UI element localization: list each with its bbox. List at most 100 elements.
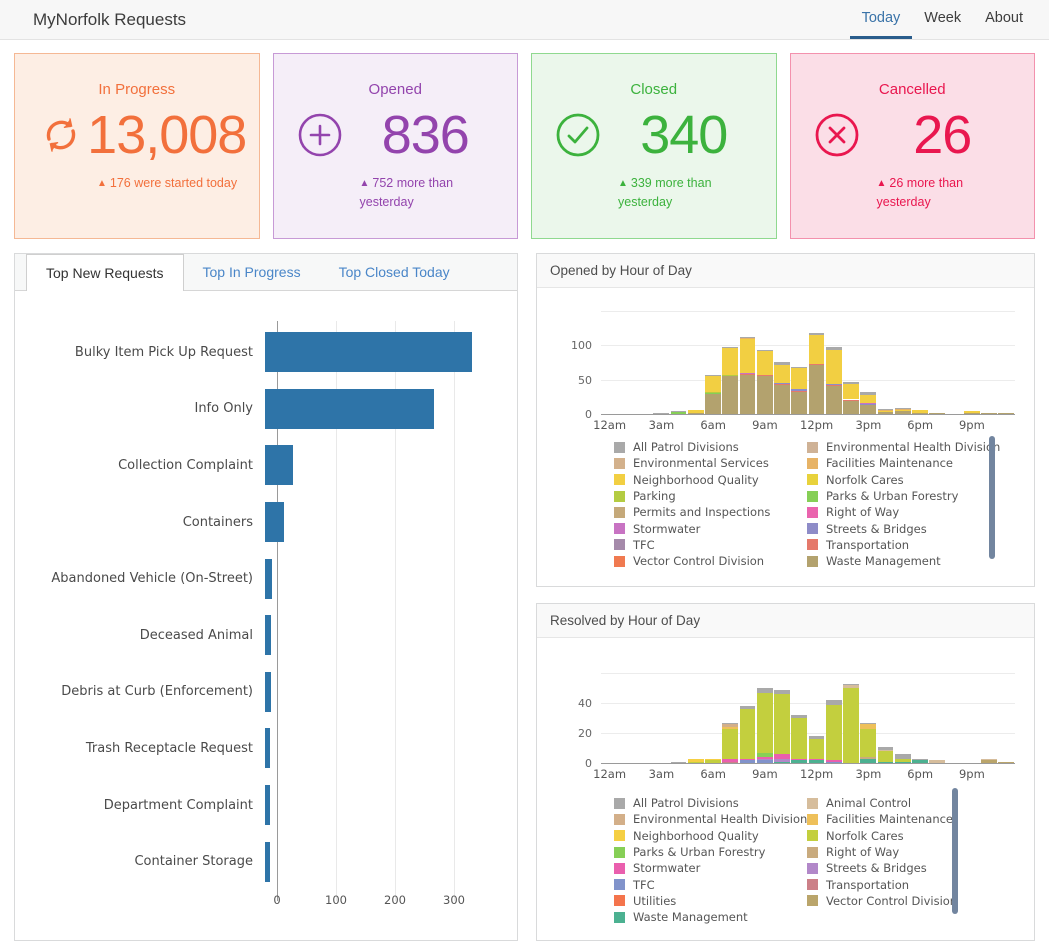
bar-segment[interactable] <box>705 758 721 760</box>
bar-segment[interactable] <box>877 751 894 762</box>
bar-segment[interactable] <box>670 761 687 763</box>
bar-segment[interactable] <box>843 399 859 401</box>
bar-segment[interactable] <box>791 718 807 759</box>
legend-item[interactable]: Facilities Maintenance <box>807 811 1000 827</box>
bar-segment[interactable] <box>791 760 807 763</box>
bar-segment[interactable] <box>722 724 738 727</box>
bar-segment[interactable] <box>894 409 911 412</box>
bar-segment[interactable] <box>912 760 928 763</box>
bar-segment[interactable] <box>825 700 842 705</box>
bar-segment[interactable] <box>670 411 687 414</box>
legend-item[interactable]: Environmental Health Division <box>807 439 1000 455</box>
bar-segment[interactable] <box>756 692 773 753</box>
bar-segment[interactable] <box>860 391 876 395</box>
bar-segment[interactable] <box>808 758 825 760</box>
tab-top-in-progress[interactable]: Top In Progress <box>202 264 301 280</box>
bar-segment[interactable] <box>843 383 859 400</box>
bar-segment[interactable] <box>756 375 773 414</box>
bar-segment[interactable] <box>705 376 721 392</box>
bar-segment[interactable] <box>981 760 997 763</box>
bar-segment[interactable] <box>705 391 721 393</box>
bar-segment[interactable] <box>756 349 773 352</box>
legend-item[interactable]: Vector Control Division <box>807 893 1000 909</box>
bar-segment[interactable] <box>912 409 928 414</box>
bar-segment[interactable] <box>981 413 997 414</box>
bar-segment[interactable] <box>705 393 721 414</box>
legend-item[interactable]: Parks & Urban Forestry <box>807 488 1000 504</box>
bar-segment[interactable] <box>774 758 790 762</box>
bar-segment[interactable] <box>756 757 773 759</box>
legend-item[interactable]: Environmental Health Division <box>614 811 807 827</box>
legend-item[interactable]: Parking <box>614 488 807 504</box>
bar-segment[interactable] <box>825 347 842 350</box>
bar-segment[interactable] <box>705 760 721 763</box>
bar-segment[interactable] <box>825 349 842 385</box>
bar-segment[interactable] <box>722 758 738 762</box>
bar-segment[interactable] <box>791 389 807 391</box>
nav-week[interactable]: Week <box>924 10 962 26</box>
legend-item[interactable]: Right of Way <box>807 504 1000 520</box>
bar-segment[interactable] <box>653 413 669 414</box>
bar-segment[interactable] <box>877 409 894 411</box>
bar-segment[interactable] <box>808 739 825 759</box>
bar-segment[interactable] <box>981 758 997 760</box>
bar-segment[interactable] <box>670 410 687 412</box>
bar-segment[interactable] <box>843 400 859 414</box>
legend-item[interactable]: Parks & Urban Forestry <box>614 844 807 860</box>
bar-segment[interactable] <box>877 749 894 751</box>
bar-segment[interactable] <box>687 413 704 414</box>
legend-item[interactable]: Vector Control Division <box>614 553 807 569</box>
bar-segment[interactable] <box>722 347 738 349</box>
bar-segment[interactable] <box>774 385 790 414</box>
bar-segment[interactable] <box>877 409 894 410</box>
legend-item[interactable]: Facilities Maintenance <box>807 455 1000 471</box>
legend-item[interactable]: All Patrol Divisions <box>614 795 807 811</box>
tab-top-closed-today[interactable]: Top Closed Today <box>338 264 450 280</box>
bar-segment[interactable] <box>791 367 807 369</box>
bar-segment[interactable] <box>739 336 756 339</box>
bar[interactable] <box>265 615 271 656</box>
bar-segment[interactable] <box>808 760 825 763</box>
bar-segment[interactable] <box>963 411 980 414</box>
bar-segment[interactable] <box>756 758 773 760</box>
legend-item[interactable]: Animal Control <box>807 795 1000 811</box>
bar-segment[interactable] <box>739 709 756 759</box>
bar-segment[interactable] <box>791 368 807 390</box>
bar-segment[interactable] <box>774 384 790 386</box>
bar-segment[interactable] <box>739 373 756 376</box>
bar-segment[interactable] <box>739 760 756 763</box>
bar-segment[interactable] <box>843 688 859 763</box>
bar-segment[interactable] <box>860 405 876 414</box>
bar-segment[interactable] <box>860 758 876 763</box>
legend-item[interactable]: Waste Management <box>614 909 807 925</box>
bar-segment[interactable] <box>860 403 876 406</box>
bar-segment[interactable] <box>722 761 738 763</box>
bar-segment[interactable] <box>825 384 842 386</box>
legend-item[interactable]: Neighborhood Quality <box>614 472 807 488</box>
bar-segment[interactable] <box>808 335 825 364</box>
bar[interactable] <box>265 445 294 486</box>
bar-segment[interactable] <box>774 689 790 694</box>
tab-top-new-requests[interactable]: Top New Requests <box>26 254 184 291</box>
bar-segment[interactable] <box>808 736 825 739</box>
bar-segment[interactable] <box>894 409 911 410</box>
legend-item[interactable]: Environmental Services <box>614 455 807 471</box>
bar-segment[interactable] <box>860 724 876 729</box>
bar-segment[interactable] <box>825 704 842 760</box>
bar-segment[interactable] <box>894 407 911 410</box>
bar-segment[interactable] <box>756 752 773 757</box>
bar-segment[interactable] <box>791 390 807 392</box>
legend-item[interactable]: Permits and Inspections <box>614 504 807 520</box>
bar-segment[interactable] <box>998 412 1014 414</box>
bar-segment[interactable] <box>860 757 876 759</box>
bar-segment[interactable] <box>739 375 756 414</box>
bar-segment[interactable] <box>722 728 738 759</box>
bar-segment[interactable] <box>774 754 790 759</box>
bar-segment[interactable] <box>877 410 894 412</box>
legend-item[interactable]: Transportation <box>807 537 1000 553</box>
bar-segment[interactable] <box>877 746 894 750</box>
bar-segment[interactable] <box>722 348 738 375</box>
bar-segment[interactable] <box>756 688 773 693</box>
bar-segment[interactable] <box>894 411 911 414</box>
bar-segment[interactable] <box>860 394 876 403</box>
